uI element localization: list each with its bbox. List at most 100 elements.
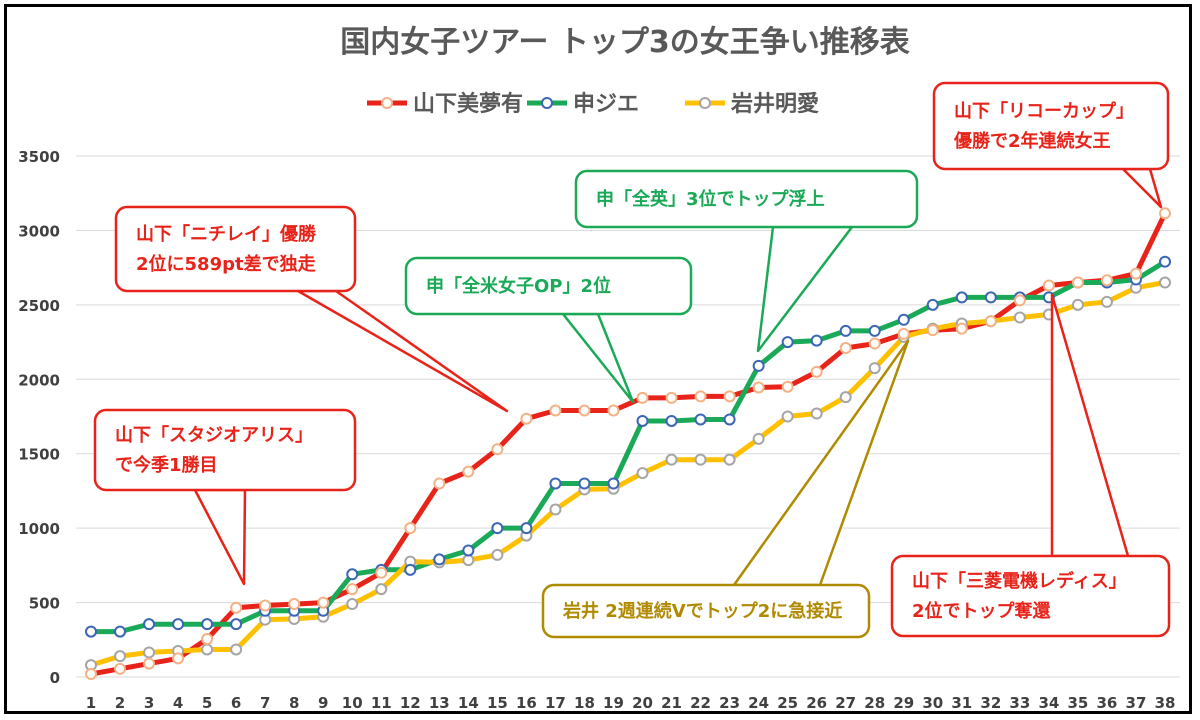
- annotation-callout-6: 山下「リコーカップ」優勝で2年連続女王: [932, 81, 1170, 209]
- data-point: [665, 414, 678, 427]
- data-point: [694, 413, 707, 426]
- y-tick-label: 3000: [18, 222, 60, 240]
- data-point: [723, 413, 736, 426]
- x-tick-label: 24: [748, 694, 769, 712]
- data-point: [433, 553, 446, 566]
- annotation-callout-5: 岩井 2週連続Vでトップ2に急接近: [541, 339, 910, 639]
- data-point: [462, 544, 475, 557]
- x-tick-label: 8: [289, 694, 299, 712]
- data-point: [462, 554, 475, 567]
- data-point: [143, 618, 156, 631]
- data-point: [404, 563, 417, 576]
- callout-text: 岩井 2週連続Vでトップ2に急接近: [562, 600, 842, 622]
- x-tick-label: 5: [202, 694, 212, 712]
- x-tick-label: 32: [980, 694, 1001, 712]
- data-point: [926, 298, 939, 311]
- data-point: [607, 404, 620, 417]
- data-point: [1159, 207, 1171, 220]
- data-point: [984, 291, 997, 304]
- data-point: [201, 618, 214, 631]
- legend-marker: [541, 97, 553, 109]
- callout-text: 山下「リコーカップ」: [954, 100, 1134, 122]
- callout-fill: [545, 587, 867, 635]
- callout-text: で今季1勝目: [115, 454, 218, 476]
- series-2-markers: [85, 255, 1171, 638]
- x-tick-label: 37: [1126, 694, 1147, 712]
- callout-fill: [97, 412, 353, 488]
- x-tick-label: 10: [342, 694, 363, 712]
- x-tick-label: 21: [661, 694, 682, 712]
- data-point: [259, 599, 272, 612]
- callout-text: 山下「ニチレイ」優勝: [136, 223, 317, 245]
- x-tick-label: 34: [1038, 694, 1059, 712]
- data-point: [114, 650, 127, 663]
- callout-text: 優勝で2年連続女王: [953, 130, 1111, 152]
- callout-text: 山下「スタジオアリス」: [115, 424, 313, 446]
- data-point: [549, 477, 562, 490]
- x-tick-label: 3: [144, 694, 154, 712]
- data-point: [781, 410, 794, 423]
- data-point: [1071, 298, 1084, 311]
- data-point: [955, 322, 968, 335]
- x-tick-label: 23: [719, 694, 740, 712]
- data-point: [433, 477, 446, 490]
- callout-fill: [118, 209, 353, 289]
- legend-label: 山下美夢有: [413, 91, 523, 117]
- chart-title: 国内女子ツアー トップ3の女王争い推移表: [340, 25, 910, 60]
- x-tick-label: 17: [545, 694, 566, 712]
- data-point: [114, 625, 127, 638]
- data-point: [230, 618, 243, 631]
- data-point: [346, 583, 359, 596]
- data-point: [85, 668, 97, 681]
- data-point: [868, 324, 881, 337]
- data-point: [317, 596, 330, 609]
- y-tick-label: 1500: [18, 446, 60, 464]
- data-point: [143, 657, 156, 670]
- x-tick-label: 25: [777, 694, 798, 712]
- data-point: [810, 334, 823, 347]
- data-point: [230, 601, 243, 614]
- data-point: [636, 414, 649, 427]
- data-point: [839, 342, 852, 355]
- y-tick-label: 500: [29, 595, 60, 613]
- x-tick-label: 38: [1155, 694, 1176, 712]
- data-point: [201, 643, 214, 656]
- legend-label: 岩井明愛: [730, 91, 819, 117]
- callout-text: 山下「三菱電機レディス」: [912, 570, 1127, 592]
- data-point: [694, 390, 707, 403]
- x-tick-label: 13: [429, 694, 450, 712]
- callout-pointer: [1121, 167, 1163, 209]
- data-point: [665, 453, 678, 466]
- data-point: [578, 477, 591, 490]
- data-point: [810, 407, 823, 420]
- callout-pointer: [193, 488, 247, 586]
- data-point: [172, 618, 185, 631]
- data-point: [230, 643, 243, 656]
- data-point: [955, 291, 968, 304]
- legend-marker: [381, 97, 393, 109]
- x-tick-label: 15: [487, 694, 508, 712]
- data-point: [462, 465, 475, 478]
- data-point: [346, 598, 359, 611]
- data-point: [520, 522, 533, 535]
- data-point: [375, 566, 388, 579]
- y-tick-label: 3500: [18, 148, 60, 166]
- data-point: [288, 598, 301, 611]
- data-point: [1159, 276, 1171, 289]
- data-point: [491, 522, 504, 535]
- data-point: [781, 336, 794, 349]
- x-tick-label: 29: [893, 694, 914, 712]
- data-point: [404, 522, 417, 535]
- legend-item-3: 岩井明愛: [685, 91, 819, 117]
- data-point: [1042, 279, 1055, 292]
- data-point: [85, 625, 97, 638]
- data-point: [694, 453, 707, 466]
- data-point: [607, 477, 620, 490]
- annotation-callout-3: 申「全米女子OP」2位: [404, 256, 693, 404]
- data-point: [491, 443, 504, 456]
- x-tick-label: 20: [632, 694, 653, 712]
- data-point: [114, 662, 127, 675]
- y-tick-label: 2500: [18, 297, 60, 315]
- data-point: [868, 362, 881, 375]
- data-point: [346, 568, 359, 581]
